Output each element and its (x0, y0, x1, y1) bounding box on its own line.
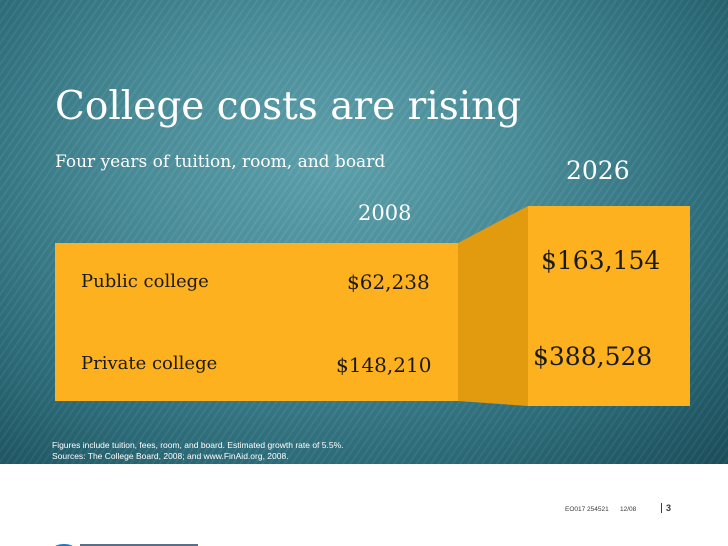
year-label-2026: 2026 (566, 156, 630, 185)
row-label-private: Private college (81, 353, 218, 374)
footer-date: 12/08 (620, 506, 637, 513)
putnam-logo-icon (52, 536, 202, 546)
value-private-2008: $148,210 (336, 353, 432, 377)
footer-code: EO017 254521 (565, 506, 609, 513)
value-private-2026: $388,528 (533, 342, 653, 371)
footnote-line-1: Figures include tuition, fees, room, and… (52, 440, 344, 450)
slide-background: College costs are rising Four years of t… (0, 0, 728, 464)
row-label-public: Public college (81, 271, 209, 292)
panel-2026 (528, 206, 690, 406)
panel-2008 (55, 243, 458, 401)
page-number: 3 (666, 503, 672, 513)
value-public-2008: $62,238 (347, 270, 430, 294)
footer-divider (661, 503, 662, 513)
slide-subtitle: Four years of tuition, room, and board (55, 152, 386, 172)
slide-title: College costs are rising (55, 84, 522, 129)
value-public-2026: $163,154 (541, 246, 661, 275)
footnote-line-2: Sources: The College Board, 2008; and ww… (52, 451, 289, 461)
footnote: Figures include tuition, fees, room, and… (52, 440, 344, 462)
year-label-2008: 2008 (358, 201, 412, 225)
